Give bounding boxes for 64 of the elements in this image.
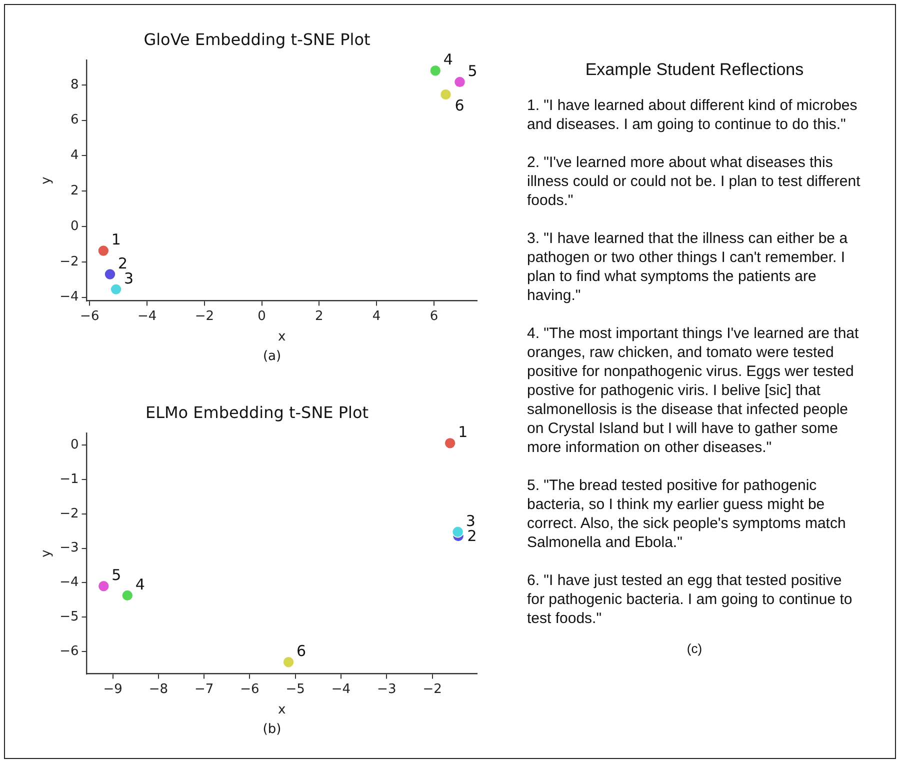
- series-label: 1: [458, 423, 468, 442]
- y-tick-label: −4: [60, 290, 79, 305]
- y-tick-label: 0: [70, 218, 79, 234]
- x-tick-label: 4: [372, 308, 381, 324]
- x-tick-label: −8: [148, 682, 168, 697]
- x-tick-label: 0: [258, 308, 266, 324]
- y-tick-label: −2: [60, 254, 79, 270]
- x-tick-label: 6: [430, 308, 438, 324]
- series-label: 4: [135, 575, 145, 594]
- chart-title: ELMo Embedding t-SNE Plot: [145, 402, 369, 422]
- y-tick-label: −2: [60, 506, 79, 522]
- point: [429, 64, 442, 77]
- text: (b): [262, 722, 282, 737]
- x-tick-label: −7: [194, 682, 214, 697]
- x-tick-label: −9: [103, 682, 122, 697]
- x-tick-label: −6: [80, 308, 100, 324]
- point: [98, 244, 110, 257]
- series-label: 6: [296, 642, 306, 660]
- point: [98, 580, 110, 592]
- point: [440, 88, 452, 100]
- y-tick-label: −4: [60, 575, 79, 590]
- y-tick-label: −6: [60, 644, 79, 659]
- y-tick-label: 2: [70, 183, 79, 198]
- x-tick-label: −4: [137, 308, 157, 324]
- series-label: 5: [468, 62, 478, 80]
- chart-title: GloVe Embedding t-SNE Plot: [144, 30, 370, 49]
- series-label: 1: [111, 230, 121, 249]
- y-tick-label: 8: [70, 77, 79, 92]
- point: [121, 590, 134, 602]
- x-tick-label: −2: [422, 682, 442, 697]
- y-tick-label: −3: [60, 540, 79, 556]
- x-axis-title: x: [278, 330, 286, 345]
- text: (c): [686, 640, 704, 658]
- x-tick-label: −6: [240, 682, 260, 697]
- text: 4. "The most important things I've learned are that oranges, raw chicken, and tomato were tested positive for nonpathogenic virus. Eggs wer tested postive for pathogenic viris. I belive [sic] that salmonellosis is the disease that infected people on Crystal Island but I will have to gather some more information on other diseases.": [527, 324, 860, 457]
- text: Example Student Reflections: [584, 60, 805, 80]
- x-axis-title: x: [278, 702, 286, 718]
- y-tick-label: −1: [60, 472, 79, 487]
- y-tick-label: −5: [60, 609, 79, 624]
- point: [104, 268, 116, 280]
- y-axis-title: y: [39, 176, 54, 184]
- point: [110, 283, 122, 296]
- x-tick-label: −5: [286, 682, 305, 697]
- point: [444, 437, 456, 450]
- series-label: 5: [112, 566, 122, 584]
- y-tick-label: 4: [70, 148, 79, 164]
- text: 2. "I've learned more about what diseases this illness could or could not be. I plan to test different foods.": [527, 153, 862, 210]
- text: (a): [262, 349, 282, 364]
- text: 3. "I have learned that the illness can either be a pathogen or two other things I can't remember. I plan to find what symptoms the patients are having.": [527, 229, 849, 305]
- y-axis-title: y: [39, 549, 54, 558]
- x-tick-label: −4: [331, 682, 351, 697]
- text: 1. "I have learned about different kind of microbes and diseases. I am going to continue to do this.": [527, 96, 858, 134]
- y-tick-label: 6: [70, 112, 79, 128]
- series-label: 4: [443, 50, 453, 69]
- series-label: 6: [454, 96, 464, 115]
- y-tick-label: 0: [70, 438, 79, 453]
- x-tick-label: −3: [377, 682, 396, 697]
- point: [282, 656, 294, 668]
- point: [454, 76, 466, 88]
- x-tick-label: −2: [194, 308, 214, 324]
- x-tick-label: 2: [315, 308, 324, 324]
- text: 6. "I have just tested an egg that tested positive for pathogenic bacteria. I am going to continue to test foods.": [527, 571, 854, 628]
- text: 5. "The bread tested positive for pathogenic bacteria, so I think my earlier guess might be correct. Also, the sick people's symptoms match Salmonella and Ebola.": [527, 476, 847, 552]
- point: [452, 526, 464, 538]
